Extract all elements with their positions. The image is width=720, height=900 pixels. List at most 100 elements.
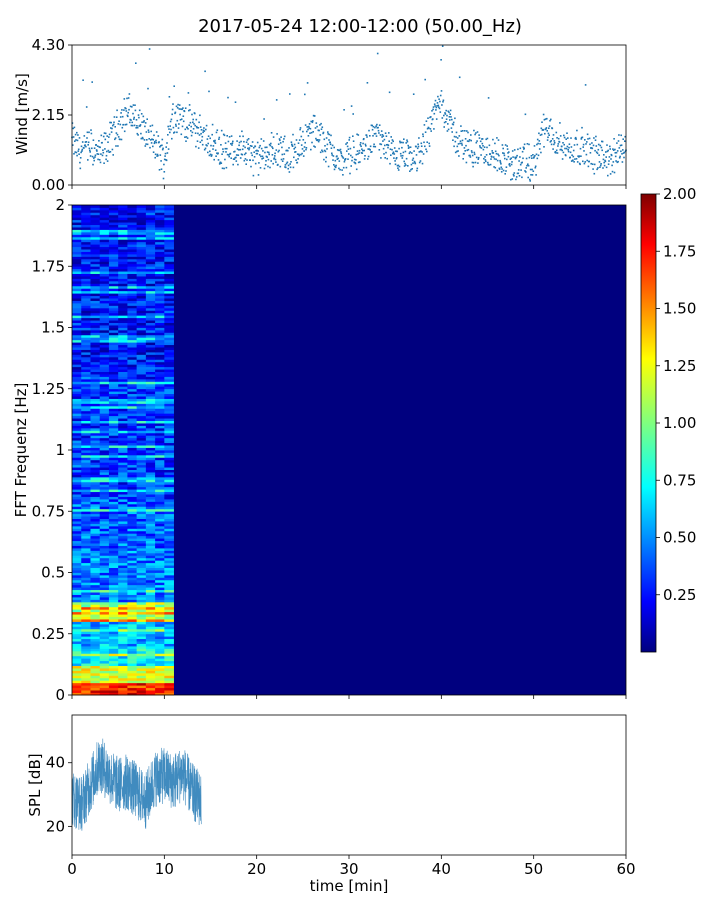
wind-point — [514, 156, 516, 159]
heatmap-cell — [155, 432, 165, 436]
heatmap-cell — [90, 543, 101, 546]
wind-point — [123, 130, 126, 133]
heatmap-cell — [72, 263, 82, 267]
wind-point — [381, 136, 383, 138]
wind-point — [399, 140, 401, 143]
heatmap-cell — [145, 653, 156, 657]
wind-point — [325, 137, 328, 139]
heatmap-cell — [155, 660, 165, 664]
heatmap-cell — [90, 523, 101, 527]
wind-point — [256, 152, 259, 155]
heatmap-cell — [136, 251, 147, 255]
heatmap-cell — [108, 513, 119, 517]
wind-point — [271, 154, 274, 156]
heatmap-cell — [164, 609, 174, 613]
wind-point — [517, 169, 520, 171]
heatmap-cell — [90, 305, 101, 309]
wind-point — [258, 154, 261, 156]
heatmap-cell — [90, 675, 101, 679]
heatmap-cell — [155, 503, 165, 507]
heatmap-cell — [90, 307, 101, 311]
heatmap-cell — [99, 246, 110, 250]
wind-point — [592, 168, 594, 170]
heatmap-cell — [155, 280, 165, 284]
wind-point — [80, 145, 83, 148]
heatmap-cell — [164, 692, 174, 696]
wind-point — [295, 159, 297, 161]
wind-point — [571, 154, 573, 156]
heatmap-cell — [81, 234, 91, 238]
heatmap-cell — [127, 378, 138, 382]
heatmap-cell — [72, 374, 82, 377]
heatmap-cell — [145, 621, 156, 625]
colorbar-tick-label: 0.50 — [663, 529, 696, 547]
wind-scatter-points — [71, 45, 627, 182]
heatmap-cell — [118, 628, 128, 632]
heatmap-cell — [127, 638, 138, 642]
wind-point — [138, 109, 141, 112]
heatmap-cell — [164, 442, 174, 446]
wind-point — [309, 132, 311, 134]
wind-point — [379, 134, 382, 136]
wind-point — [591, 163, 594, 165]
heatmap-cell — [136, 454, 147, 458]
wind-point — [358, 152, 360, 154]
wind-point — [262, 150, 264, 152]
heatmap-cell — [164, 261, 174, 265]
heatmap-cell — [164, 393, 174, 397]
heatmap-cell — [164, 570, 174, 573]
heatmap-cell — [99, 408, 110, 412]
heatmap-cell — [145, 205, 156, 208]
heatmap-cell — [81, 303, 91, 306]
heatmap-cell — [136, 334, 147, 338]
heatmap-cell — [118, 582, 128, 586]
wind-point — [110, 127, 112, 129]
wind-point — [89, 149, 91, 152]
heatmap-cell — [81, 682, 91, 686]
heatmap-cell — [108, 641, 119, 644]
heatmap-cell — [164, 209, 174, 213]
heatmap-cell — [108, 650, 119, 654]
heatmap-cell — [72, 378, 82, 382]
wind-point — [550, 143, 553, 146]
wind-point — [146, 118, 148, 120]
heatmap-cell — [81, 481, 91, 485]
heatmap-cell — [99, 214, 110, 218]
wind-point — [617, 140, 620, 142]
fft-y-tick-label: 1.25 — [32, 380, 65, 398]
heatmap-cell — [90, 653, 101, 657]
heatmap-cell — [136, 562, 147, 566]
heatmap-cell — [118, 423, 128, 426]
wind-point — [597, 167, 599, 169]
heatmap-cell — [136, 374, 147, 377]
heatmap-cell — [145, 371, 156, 375]
heatmap-cell — [81, 641, 91, 644]
heatmap-cell — [90, 378, 101, 382]
wind-point — [144, 122, 147, 124]
heatmap-cell — [136, 303, 147, 306]
heatmap-cell — [118, 388, 128, 392]
heatmap-cell — [118, 592, 128, 595]
wind-point — [417, 145, 420, 148]
wind-point — [426, 141, 428, 143]
wind-point — [512, 156, 514, 158]
wind-point — [356, 133, 358, 136]
wind-point — [406, 139, 408, 141]
heatmap-cell — [136, 555, 147, 559]
wind-point — [218, 163, 221, 165]
heatmap-cell — [72, 246, 82, 250]
heatmap-cell — [164, 231, 174, 235]
heatmap-cell — [90, 222, 101, 225]
heatmap-cell — [145, 352, 156, 355]
wind-point — [82, 79, 84, 81]
heatmap-cell — [127, 325, 138, 328]
wind-point — [403, 160, 405, 163]
heatmap-cell — [99, 388, 110, 392]
wind-point — [367, 158, 369, 160]
heatmap-cell — [108, 266, 119, 270]
heatmap-cell — [81, 403, 91, 407]
wind-point — [424, 145, 426, 148]
wind-point — [455, 136, 457, 138]
heatmap-cell — [108, 557, 119, 561]
heatmap-cell — [99, 342, 110, 346]
